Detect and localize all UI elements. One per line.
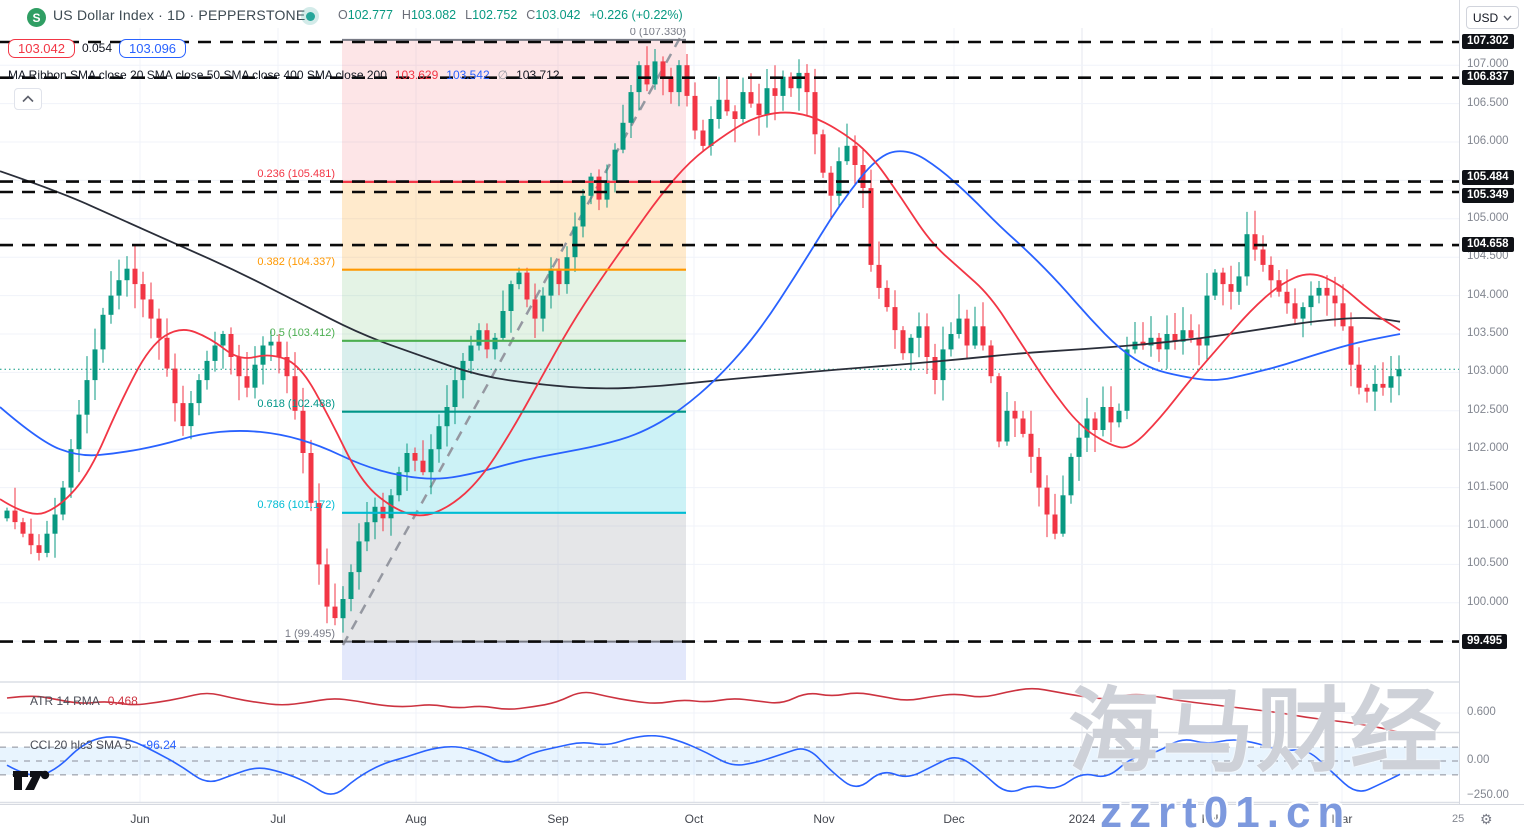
open-value: 102.777 (347, 8, 393, 22)
open-label: O (338, 8, 348, 22)
fib-trendline[interactable] (341, 29, 686, 646)
buy-button[interactable]: 103.096 (119, 38, 187, 58)
time-axis-label-Sep: Sep (547, 812, 569, 826)
fib-label-0.5: 0.5 (103.412) (269, 327, 335, 339)
price-axis-label: 102.000 (1467, 442, 1509, 455)
high-label: H (401, 8, 411, 22)
cci-value: −96.24 (139, 738, 177, 752)
spread-value: 0.054 (82, 41, 113, 55)
sma20-line[interactable] (0, 111, 1401, 517)
cci-line[interactable] (6, 735, 1401, 795)
fib-label-1: 1 (99.495) (284, 628, 335, 640)
price-axis-label: 100.500 (1467, 557, 1509, 570)
gridlines (0, 28, 1459, 802)
marked-price-lines[interactable] (0, 40, 1459, 643)
sma400-value: ∅ (497, 68, 509, 82)
symbol-legend: S US Dollar Index · 1D · PEPPERSTONE O10… (0, 0, 1459, 28)
price-axis-label: 104.500 (1467, 250, 1509, 263)
time-axis-label-2024: 2024 (1068, 812, 1096, 826)
fib-label-0.618: 0.618 (102.488) (257, 398, 335, 410)
sma200-value: 103.712 (516, 68, 560, 82)
low-value: 102.752 (472, 8, 518, 22)
fib-label-0: 0 (107.330) (629, 26, 686, 38)
time-axis-label-Jun: Jun (130, 812, 150, 826)
price-axis-label: 103.000 (1467, 365, 1509, 378)
atr-label: ATR 14 RMA (30, 694, 100, 708)
low-label: L (465, 8, 473, 22)
price-axis-label: 106.000 (1467, 135, 1509, 147)
currency-selector[interactable]: USD (1466, 6, 1519, 29)
atr-value: 0.468 (107, 694, 138, 708)
cci-label: CCI 20 hlc3 SMA 5 (30, 738, 132, 752)
price-axis-label: 101.500 (1467, 480, 1509, 493)
currency-label: USD (1472, 10, 1499, 25)
price-axis-label: 0.600 (1467, 706, 1496, 718)
time-axis-label-Nov: Nov (813, 812, 835, 826)
price-axis-label: 103.500 (1467, 327, 1509, 339)
collapse-legend-button[interactable] (14, 88, 42, 110)
atr-line[interactable] (6, 687, 1400, 733)
sma200-line[interactable] (0, 170, 1401, 390)
symbol-title[interactable]: US Dollar Index · 1D · PEPPERSTONE (53, 7, 306, 23)
market-status-icon (301, 7, 319, 25)
price-axis-label: −250.00 (1467, 788, 1509, 801)
marked-price-tag: 107.302 (1462, 34, 1514, 49)
sma50-value: 103.542 (446, 68, 490, 82)
fib-label-0.382: 0.382 (104.337) (257, 256, 335, 268)
price-axis-label: 105.000 (1467, 211, 1509, 224)
chevron-up-icon (22, 95, 34, 103)
chevron-down-icon (1503, 15, 1512, 21)
ohlc-values: O102.777 H103.082 L102.752 C103.042 +0.226 (… (338, 8, 683, 22)
ma-ribbon-legend[interactable]: MA Ribbon SMA close 20 SMA close 50 SMA … (8, 68, 560, 82)
marked-price-tag: 105.349 (1462, 187, 1514, 203)
price-axis-label: 104.000 (1467, 288, 1509, 301)
atr-legend[interactable]: ATR 14 RMA 0.468 (30, 694, 138, 708)
sell-button[interactable]: 103.042 (8, 38, 75, 58)
time-axis-label-Feb: Feb (1201, 812, 1223, 826)
broker-logo-icon: S (27, 8, 46, 27)
price-axis-label: 101.000 (1467, 519, 1509, 531)
cci-legend[interactable]: CCI 20 hlc3 SMA 5 −96.24 (30, 738, 176, 752)
time-axis-label-Dec: Dec (943, 812, 965, 826)
sma50-line[interactable] (0, 150, 1401, 480)
marked-price-tag: 105.484 (1462, 169, 1514, 185)
marked-price-tag: 99.495 (1462, 633, 1508, 649)
time-axis-settings-gear-icon[interactable]: ⚙ (1480, 811, 1493, 827)
high-value: 103.082 (410, 8, 457, 22)
time-axis-label-Jul: Jul (270, 812, 286, 826)
price-axis-label: 102.500 (1467, 403, 1509, 416)
bid-ask-panel: 103.042 0.054 103.096 (8, 37, 187, 59)
price-axis-label: 100.000 (1467, 595, 1509, 608)
marked-price-tag: 106.837 (1462, 69, 1514, 85)
price-axis-label: 107.000 (1467, 58, 1509, 71)
time-corner-label: 25 (1452, 813, 1465, 825)
time-scale[interactable]: 25 ⚙ Jun Jul Aug Sep Oct Nov Dec 2024 Feb Mar (0, 804, 1524, 834)
time-axis-label-Aug: Aug (405, 812, 427, 826)
price-scale[interactable]: USD 107.000 106.500 106.000 105.000 104.500 1… (1459, 0, 1524, 804)
ma-ribbon-label: MA Ribbon SMA close 20 SMA close 50 SMA … (8, 68, 387, 82)
time-axis-label-Mar: Mar (1331, 812, 1353, 826)
fib-label-0.236: 0.236 (105.481) (257, 168, 335, 180)
price-axis-label: 0.00 (1467, 754, 1490, 766)
tradingview-logo[interactable] (12, 769, 58, 792)
time-axis-label-Oct: Oct (684, 812, 704, 826)
marked-price-tag: 104.658 (1462, 237, 1514, 253)
fib-retracement-zones[interactable] (342, 39, 686, 680)
price-axis-label: 106.500 (1467, 96, 1509, 109)
change-value: +0.226 (+0.22%) (589, 8, 683, 22)
sma20-value: 103.629 (394, 68, 439, 82)
close-label: C (526, 8, 536, 22)
close-value: 103.042 (535, 8, 581, 22)
fib-label-0.786: 0.786 (101.172) (257, 499, 335, 511)
